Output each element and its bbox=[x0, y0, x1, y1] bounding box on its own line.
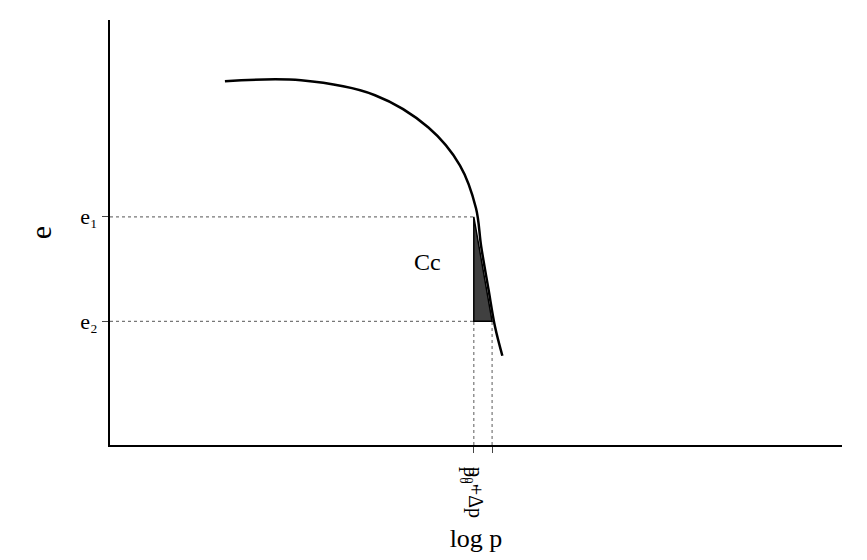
svg-text:e₁: e₁ bbox=[80, 204, 97, 229]
svg-text:p₀': p₀' bbox=[459, 467, 482, 488]
svg-text:log p: log p bbox=[450, 524, 503, 553]
svg-text:e: e bbox=[24, 226, 57, 239]
svg-text:p₀+Δp: p₀+Δp bbox=[464, 467, 487, 518]
svg-text:Cc: Cc bbox=[414, 249, 441, 275]
svg-text:e₂: e₂ bbox=[80, 309, 97, 334]
